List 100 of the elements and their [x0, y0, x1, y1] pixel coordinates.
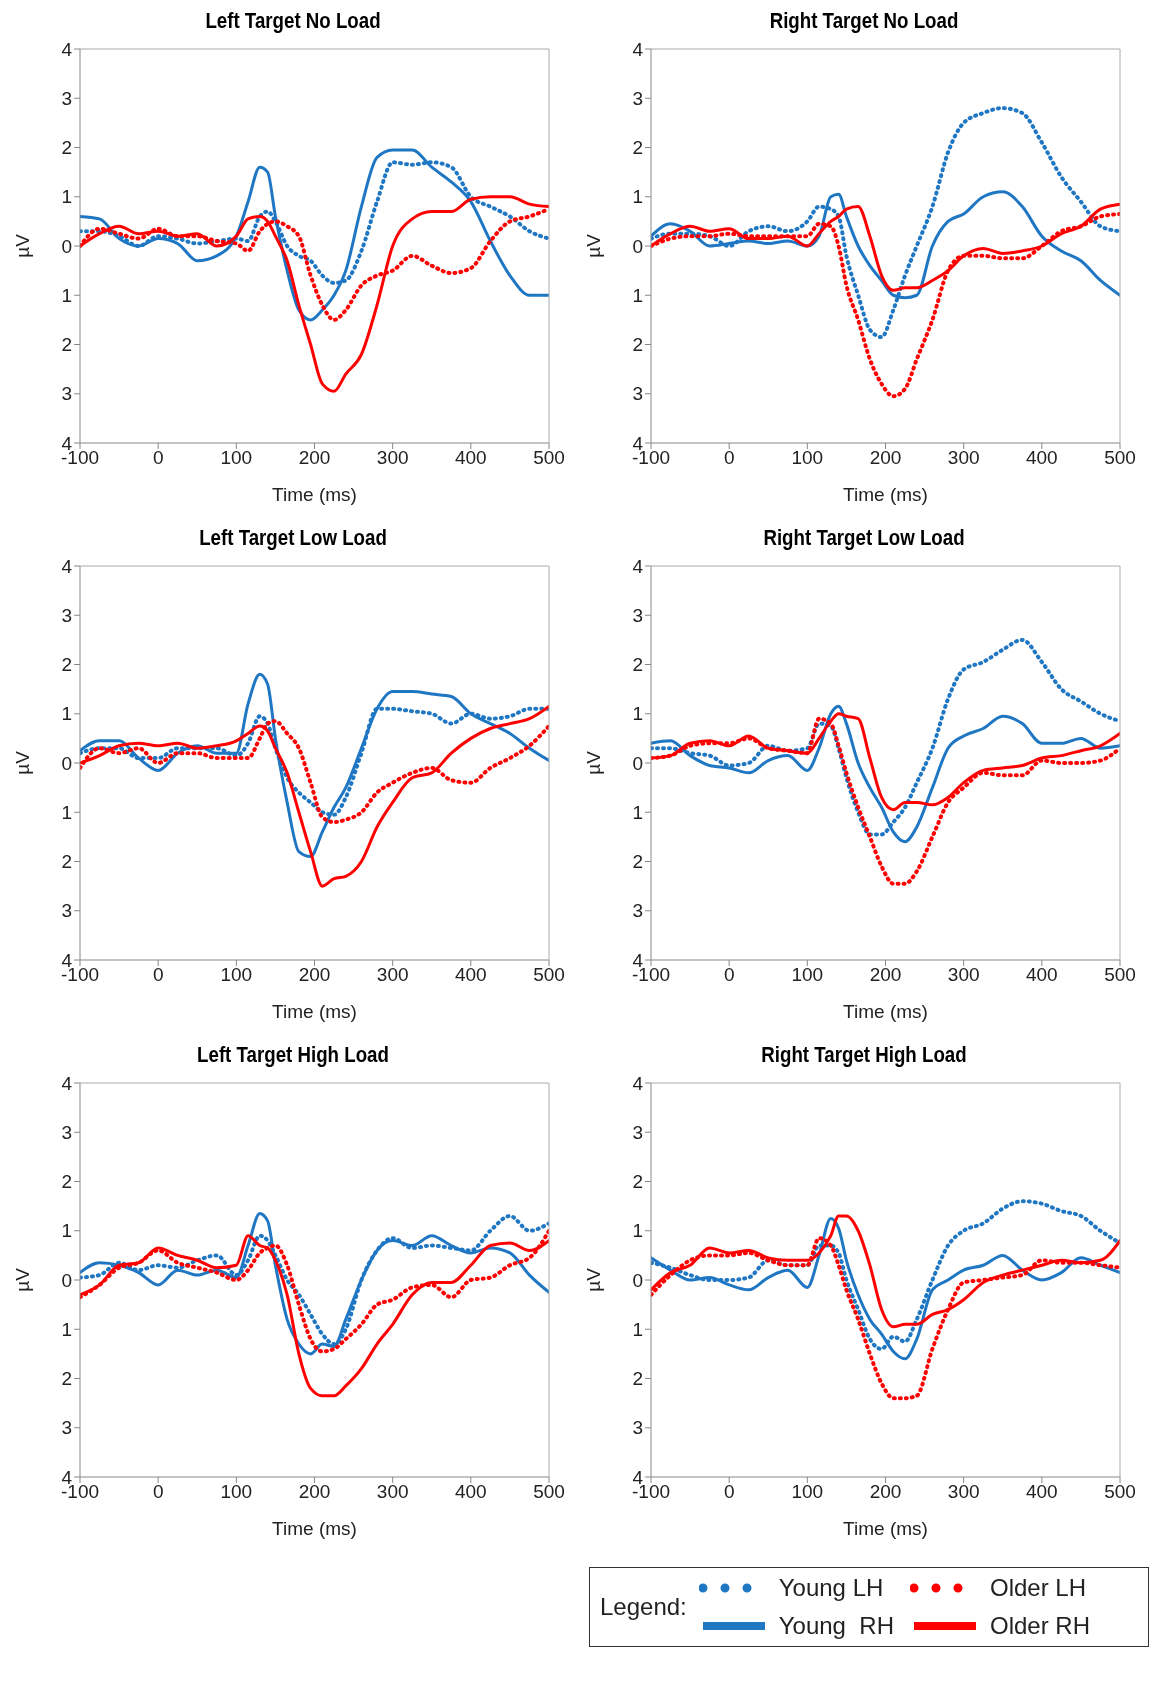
- y-tick-label: 0: [61, 1269, 72, 1291]
- y-axis-title: µV: [11, 233, 33, 258]
- x-tick-label: 500: [533, 1481, 565, 1503]
- x-tick-label: 500: [1104, 964, 1136, 986]
- y-tick-label: 3: [632, 383, 643, 405]
- x-tick-label: 400: [1025, 1481, 1058, 1503]
- chart-title: Right Target High Load: [760, 1042, 968, 1069]
- y-tick-label: 2: [61, 137, 72, 159]
- x-tick-label: 300: [376, 447, 409, 469]
- x-tick-label: 300: [947, 1481, 980, 1503]
- x-tick-label: 300: [947, 447, 980, 469]
- y-tick-label: 1: [632, 1318, 643, 1340]
- x-tick-label: 100: [791, 1481, 824, 1503]
- legend-label: Young LH: [778, 1574, 884, 1602]
- y-tick-label: 0: [632, 752, 643, 774]
- x-tick-label: 400: [1025, 447, 1058, 469]
- x-tick-label: 300: [947, 964, 980, 986]
- y-tick-label: 3: [61, 88, 72, 109]
- x-axis-title: Time (ms): [272, 1518, 357, 1539]
- y-tick-label: 2: [632, 334, 643, 356]
- x-tick-label: 400: [454, 447, 487, 469]
- x-tick-label: 0: [723, 964, 735, 986]
- x-tick-label: 500: [533, 964, 565, 986]
- x-axis-title: Time (ms): [843, 484, 928, 505]
- y-tick-label: 3: [61, 604, 72, 626]
- legend-label: Older LH: [989, 1574, 1087, 1602]
- y-axis-title: µV: [582, 750, 604, 775]
- y-tick-label: 1: [632, 284, 643, 306]
- y-tick-label: 3: [632, 1417, 643, 1439]
- legend-label: Older RH: [989, 1612, 1090, 1640]
- x-tick-label: 500: [1104, 447, 1136, 469]
- y-tick-label: 3: [61, 900, 72, 922]
- y-tick-label: 0: [632, 235, 643, 257]
- x-tick-label: 0: [723, 1481, 735, 1503]
- y-tick-label: 3: [61, 383, 72, 405]
- x-axis-title: Time (ms): [843, 1001, 928, 1022]
- y-tick-label: 2: [632, 1368, 643, 1390]
- y-tick-label: 3: [632, 88, 643, 109]
- y-tick-label: 4: [632, 1072, 644, 1094]
- y-tick-label: 2: [632, 1171, 643, 1193]
- x-tick-label: 200: [869, 447, 902, 469]
- y-tick-label: 2: [61, 1171, 72, 1193]
- x-axis-title: Time (ms): [272, 484, 357, 505]
- chart-title: Left Target High Load: [196, 1042, 390, 1069]
- x-tick-label: 100: [220, 447, 253, 469]
- y-axis-title: µV: [582, 1267, 604, 1292]
- y-tick-label: 2: [61, 654, 72, 676]
- y-tick-label: 4: [61, 38, 73, 60]
- y-tick-label: 1: [61, 801, 72, 823]
- chart-title: Left Target No Load: [204, 8, 382, 35]
- y-tick-label: 2: [61, 1368, 72, 1390]
- x-tick-label: 100: [791, 964, 824, 986]
- y-axis-title: µV: [11, 1267, 33, 1292]
- x-tick-label: 300: [376, 1481, 409, 1503]
- chart-title: Left Target Low Load: [198, 525, 388, 552]
- x-tick-label: 200: [869, 1481, 902, 1503]
- x-axis-title: Time (ms): [843, 1518, 928, 1539]
- y-tick-label: 2: [632, 851, 643, 873]
- y-tick-label: 1: [61, 703, 72, 725]
- x-tick-label: 400: [454, 964, 487, 986]
- legend-label: Young RH: [778, 1612, 894, 1640]
- x-tick-label: 0: [152, 964, 164, 986]
- y-tick-label: 1: [632, 801, 643, 823]
- y-tick-label: 1: [61, 1318, 72, 1340]
- y-tick-label: 1: [632, 703, 643, 725]
- chart-title: Right Target Low Load: [762, 525, 966, 552]
- x-tick-label: 300: [376, 964, 409, 986]
- y-tick-label: 4: [61, 1072, 73, 1094]
- y-tick-label: 2: [61, 851, 72, 873]
- x-axis-title: Time (ms): [272, 1001, 357, 1022]
- line-series: [80, 704, 549, 888]
- y-axis-title: µV: [582, 233, 604, 258]
- x-tick-label: 200: [298, 964, 331, 986]
- y-tick-label: 3: [632, 604, 643, 626]
- x-tick-label: 400: [1025, 964, 1058, 986]
- y-tick-label: 0: [61, 235, 72, 257]
- x-tick-label: 500: [1104, 1481, 1136, 1503]
- line-series: [80, 148, 549, 322]
- y-tick-label: 1: [61, 186, 72, 208]
- y-tick-label: 2: [632, 137, 643, 159]
- y-tick-label: 2: [632, 654, 643, 676]
- x-tick-label: 0: [152, 447, 164, 469]
- x-tick-label: 100: [220, 964, 253, 986]
- x-tick-label: 200: [869, 964, 902, 986]
- y-tick-label: 1: [61, 284, 72, 306]
- y-tick-label: 2: [61, 334, 72, 356]
- y-tick-label: 1: [61, 1220, 72, 1242]
- y-tick-label: 0: [61, 752, 72, 774]
- x-tick-label: 500: [533, 447, 565, 469]
- legend-title: Legend:: [600, 1593, 687, 1621]
- y-tick-label: 4: [632, 38, 644, 60]
- y-axis-title: µV: [11, 750, 33, 775]
- y-tick-label: 3: [632, 900, 643, 922]
- x-tick-label: 0: [723, 447, 735, 469]
- y-tick-label: 3: [632, 1121, 643, 1143]
- y-tick-label: 1: [632, 186, 643, 208]
- x-tick-label: 200: [298, 1481, 331, 1503]
- x-tick-label: 0: [152, 1481, 164, 1503]
- y-tick-label: 4: [632, 555, 644, 577]
- x-tick-label: 200: [298, 447, 331, 469]
